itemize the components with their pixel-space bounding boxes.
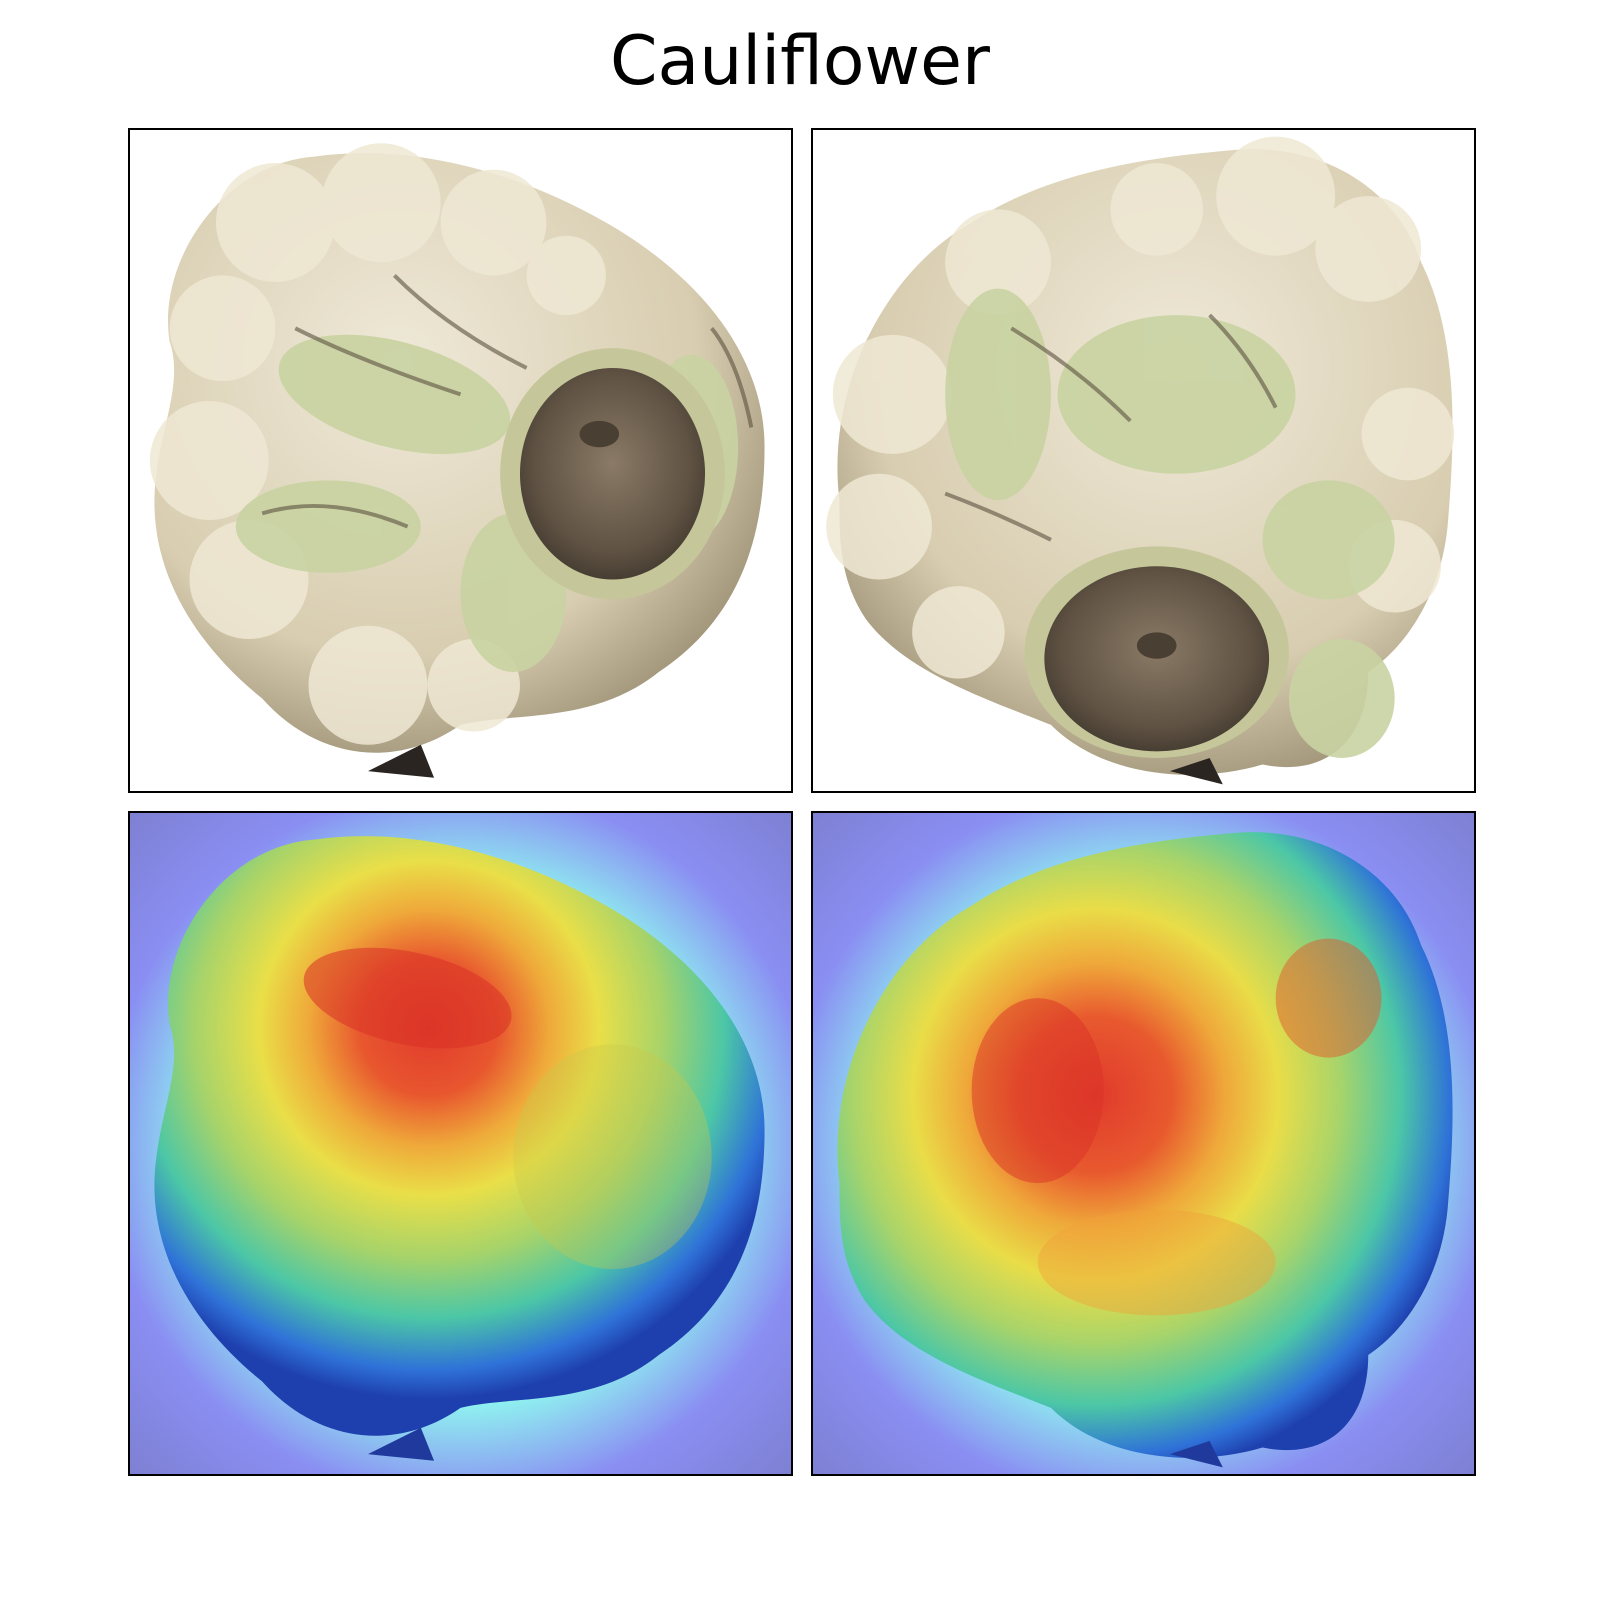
cauliflower-photo-2 [826, 136, 1455, 785]
photo-panel-view-2 [811, 128, 1476, 793]
heatmap-overlay-2 [813, 813, 1474, 1474]
heatmap-panel-view-2 [811, 811, 1476, 1476]
figure-title: Cauliflower [610, 22, 990, 101]
cauliflower-photo-1 [149, 143, 765, 778]
heatmap-overlay-1 [130, 813, 791, 1474]
photo-panel-view-1 [128, 128, 793, 793]
heatmap-panel-view-1 [128, 811, 793, 1476]
